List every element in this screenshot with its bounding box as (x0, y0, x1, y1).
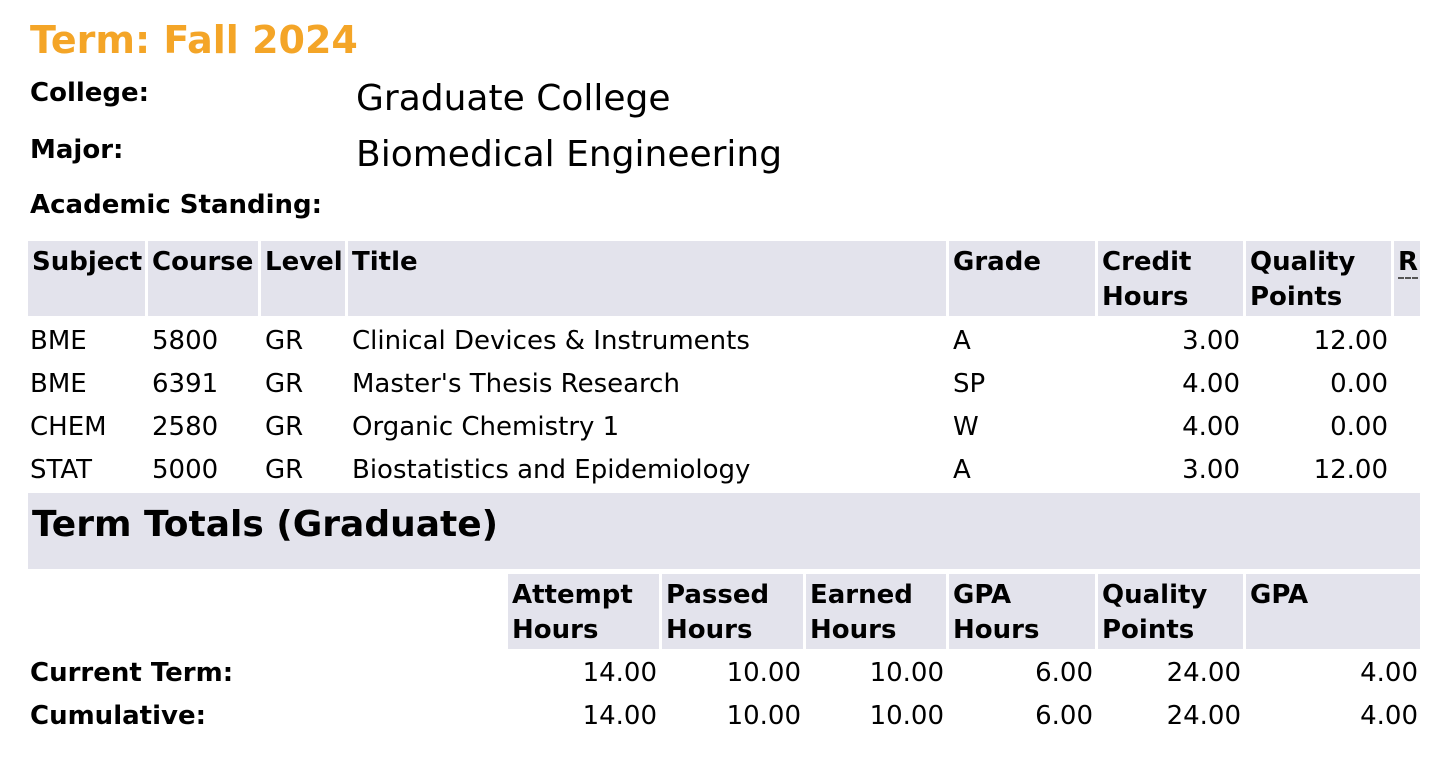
cell-course: 5000 (152, 455, 219, 485)
col-header-repeat[interactable]: R (1394, 241, 1420, 316)
cell-gpa-hours: 6.00 (1035, 658, 1093, 688)
cell-credit-hours: 3.00 (1182, 326, 1240, 356)
college-value: Graduate College (356, 78, 671, 119)
cell-credit-hours: 4.00 (1182, 412, 1240, 442)
cell-credit-hours: 4.00 (1182, 369, 1240, 399)
major-label: Major: (30, 135, 124, 165)
col-header-subject: Subject (28, 241, 145, 316)
col-header-quality-points: Quality Points (1246, 241, 1391, 316)
cell-passed-hours: 10.00 (726, 658, 801, 688)
college-label: College: (30, 78, 150, 108)
cell-title: Clinical Devices & Instruments (352, 326, 750, 356)
cell-course: 2580 (152, 412, 219, 442)
cell-course: 6391 (152, 369, 219, 399)
cell-attempt-hours: 14.00 (582, 658, 657, 688)
col-header-passed-hours: Passed Hours (662, 574, 803, 649)
col-header-earned-hours: Earned Hours (806, 574, 946, 649)
term-title: Term: Fall 2024 (30, 18, 358, 62)
cell-grade: W (953, 412, 979, 442)
col-header-attempt-hours: Attempt Hours (508, 574, 659, 649)
cell-subject: BME (30, 326, 87, 356)
cell-level: GR (265, 326, 304, 356)
cell-title: Master's Thesis Research (352, 369, 680, 399)
cell-subject: CHEM (30, 412, 107, 442)
row-label-current-term: Current Term: (30, 658, 234, 688)
cell-grade: A (953, 326, 971, 356)
cell-subject: BME (30, 369, 87, 399)
cell-level: GR (265, 455, 304, 485)
cell-grade: A (953, 455, 971, 485)
cell-title: Organic Chemistry 1 (352, 412, 620, 442)
cell-title: Biostatistics and Epidemiology (352, 455, 751, 485)
cell-attempt-hours: 14.00 (582, 701, 657, 731)
col-header-title: Title (348, 241, 946, 316)
cell-quality-points: 24.00 (1166, 701, 1241, 731)
cell-grade: SP (953, 369, 986, 399)
cell-quality-points: 12.00 (1313, 326, 1388, 356)
col-header-gpa: GPA (1246, 574, 1420, 649)
term-totals-title: Term Totals (Graduate) (28, 493, 1420, 569)
academic-standing-label: Academic Standing: (30, 190, 323, 220)
cell-level: GR (265, 412, 304, 442)
cell-quality-points: 12.00 (1313, 455, 1388, 485)
cell-gpa: 4.00 (1360, 701, 1418, 731)
cell-earned-hours: 10.00 (869, 658, 944, 688)
cell-quality-points: 24.00 (1166, 658, 1241, 688)
cell-subject: STAT (30, 455, 93, 485)
col-header-grade: Grade (949, 241, 1095, 316)
cell-gpa: 4.00 (1360, 658, 1418, 688)
cell-level: GR (265, 369, 304, 399)
col-header-credit-hours: Credit Hours (1098, 241, 1243, 316)
cell-quality-points: 0.00 (1330, 369, 1388, 399)
col-header-gpa-hours: GPA Hours (949, 574, 1095, 649)
cell-earned-hours: 10.00 (869, 701, 944, 731)
cell-credit-hours: 3.00 (1182, 455, 1240, 485)
col-header-level: Level (261, 241, 345, 316)
cell-passed-hours: 10.00 (726, 701, 801, 731)
cell-quality-points: 0.00 (1330, 412, 1388, 442)
col-header-course: Course (148, 241, 258, 316)
major-value: Biomedical Engineering (356, 134, 783, 175)
cell-gpa-hours: 6.00 (1035, 701, 1093, 731)
row-label-cumulative: Cumulative: (30, 701, 206, 731)
col-header-total-quality-points: Quality Points (1098, 574, 1243, 649)
cell-course: 5800 (152, 326, 219, 356)
